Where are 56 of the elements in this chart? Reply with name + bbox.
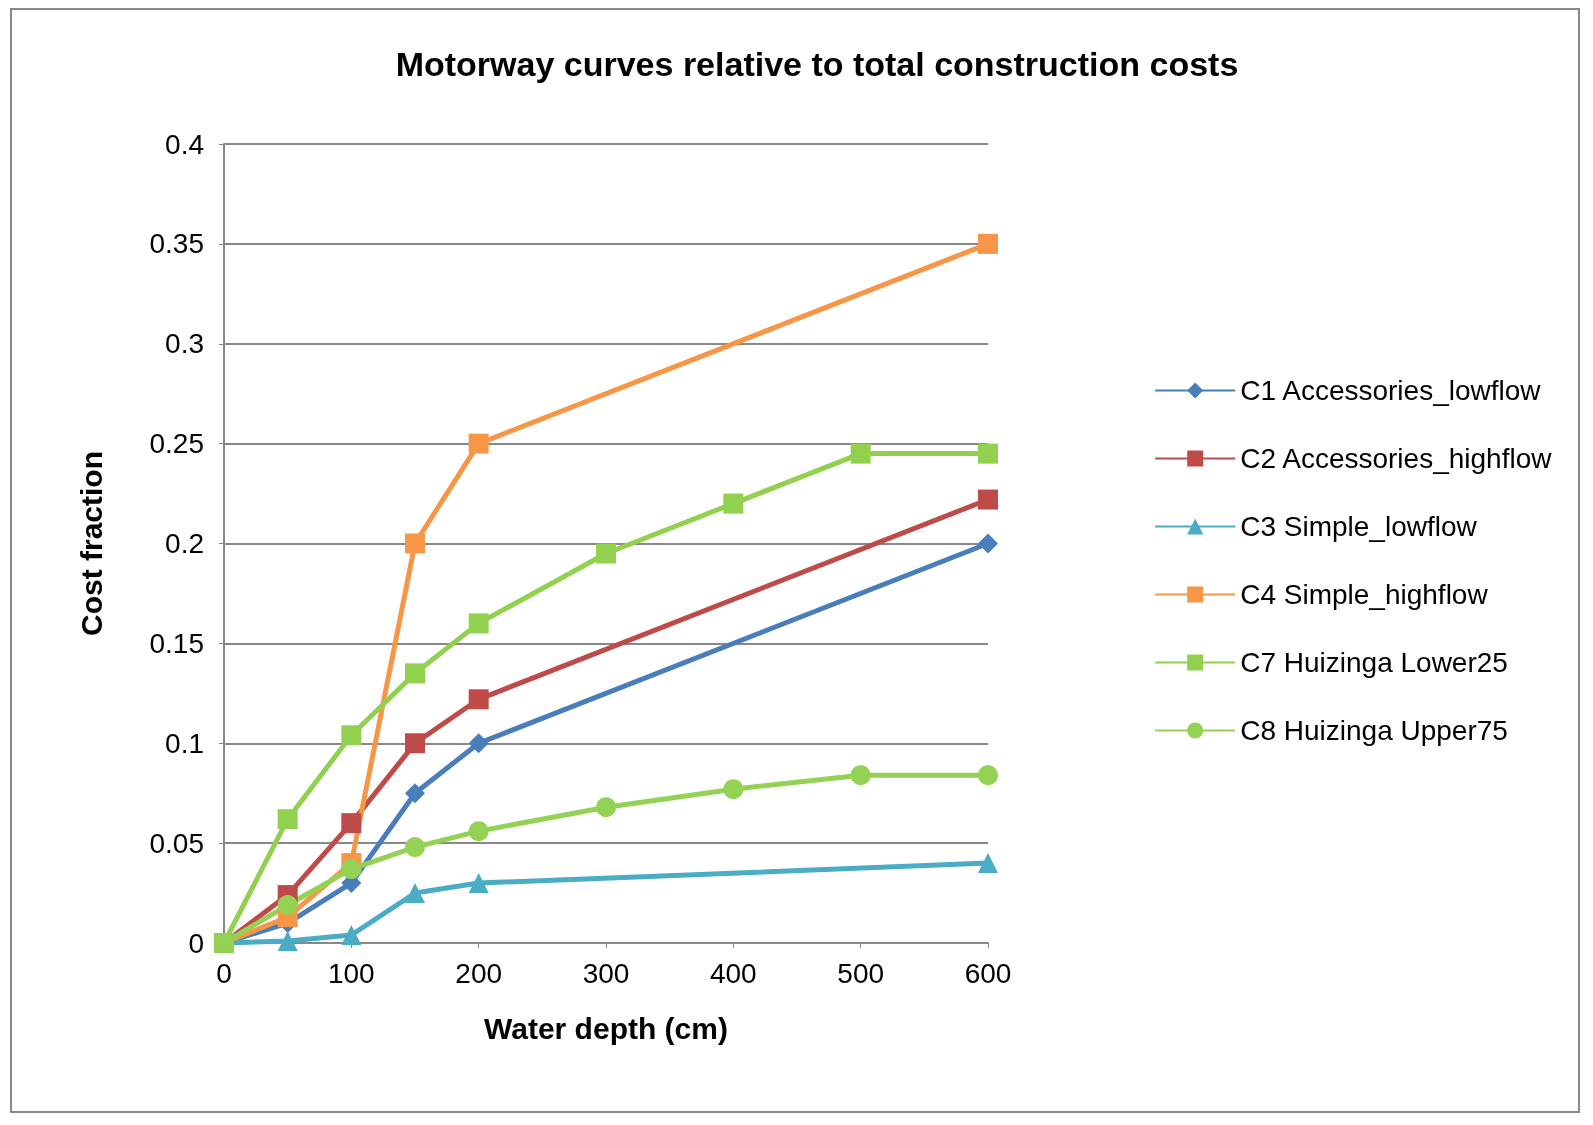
y-tick-label: 0.2 <box>165 528 204 559</box>
point <box>341 813 362 834</box>
x-tick-label: 0 <box>216 957 232 989</box>
point <box>978 533 998 554</box>
y-tick-label: 0.05 <box>149 827 204 859</box>
point <box>341 859 362 880</box>
point <box>978 443 998 464</box>
point <box>468 821 489 842</box>
point <box>468 433 489 454</box>
x-tick-label: 300 <box>582 957 630 989</box>
x-tick-label: 600 <box>964 957 1012 989</box>
legend-label: C2 Accessories_highflow <box>1240 443 1553 474</box>
point <box>405 837 425 858</box>
y-tick-label: 0.1 <box>165 727 204 759</box>
x-tick-label: 200 <box>455 957 503 989</box>
point <box>341 725 362 746</box>
legend-label: C7 Huizinga Lower25 <box>1240 647 1508 678</box>
point <box>405 883 425 904</box>
point <box>277 895 298 916</box>
y-tick-label: 0.35 <box>149 228 204 260</box>
y-axis-title: Cost fraction <box>74 450 108 637</box>
point <box>468 689 489 710</box>
legend-label: C8 Huizinga Upper75 <box>1240 715 1508 746</box>
point <box>978 233 998 254</box>
point <box>405 733 425 754</box>
legend-label: C4 Simple_highflow <box>1240 579 1489 610</box>
y-tick-label: 0.4 <box>165 128 204 160</box>
chart-title: Motorway curves relative to total construction costs <box>395 45 1239 83</box>
point <box>468 733 489 754</box>
legend-label: C3 Simple_lowflow <box>1240 511 1478 542</box>
point <box>468 873 489 894</box>
y-tick-label: 0.15 <box>149 627 204 659</box>
point <box>341 925 362 946</box>
y-tick-label: 0.3 <box>165 328 204 360</box>
point <box>405 663 425 684</box>
point <box>978 853 998 874</box>
point <box>723 779 744 800</box>
x-tick-label: 500 <box>837 957 885 989</box>
point <box>277 931 298 951</box>
y-tick-label: 0 <box>188 927 204 959</box>
x-axis-title: Water depth (cm) <box>484 1011 728 1045</box>
point <box>723 493 744 514</box>
legend-label: C1 Accessories_lowflow <box>1240 375 1542 406</box>
point <box>850 765 871 786</box>
x-tick-label: 100 <box>327 957 375 989</box>
point <box>978 765 998 786</box>
point <box>405 783 425 804</box>
point <box>468 613 489 634</box>
point <box>596 797 616 818</box>
point <box>405 533 425 554</box>
point <box>596 543 616 564</box>
point <box>850 443 871 464</box>
x-tick-label: 400 <box>709 957 757 989</box>
y-tick-label: 0.25 <box>149 428 204 460</box>
point <box>277 809 298 830</box>
point <box>978 489 998 510</box>
